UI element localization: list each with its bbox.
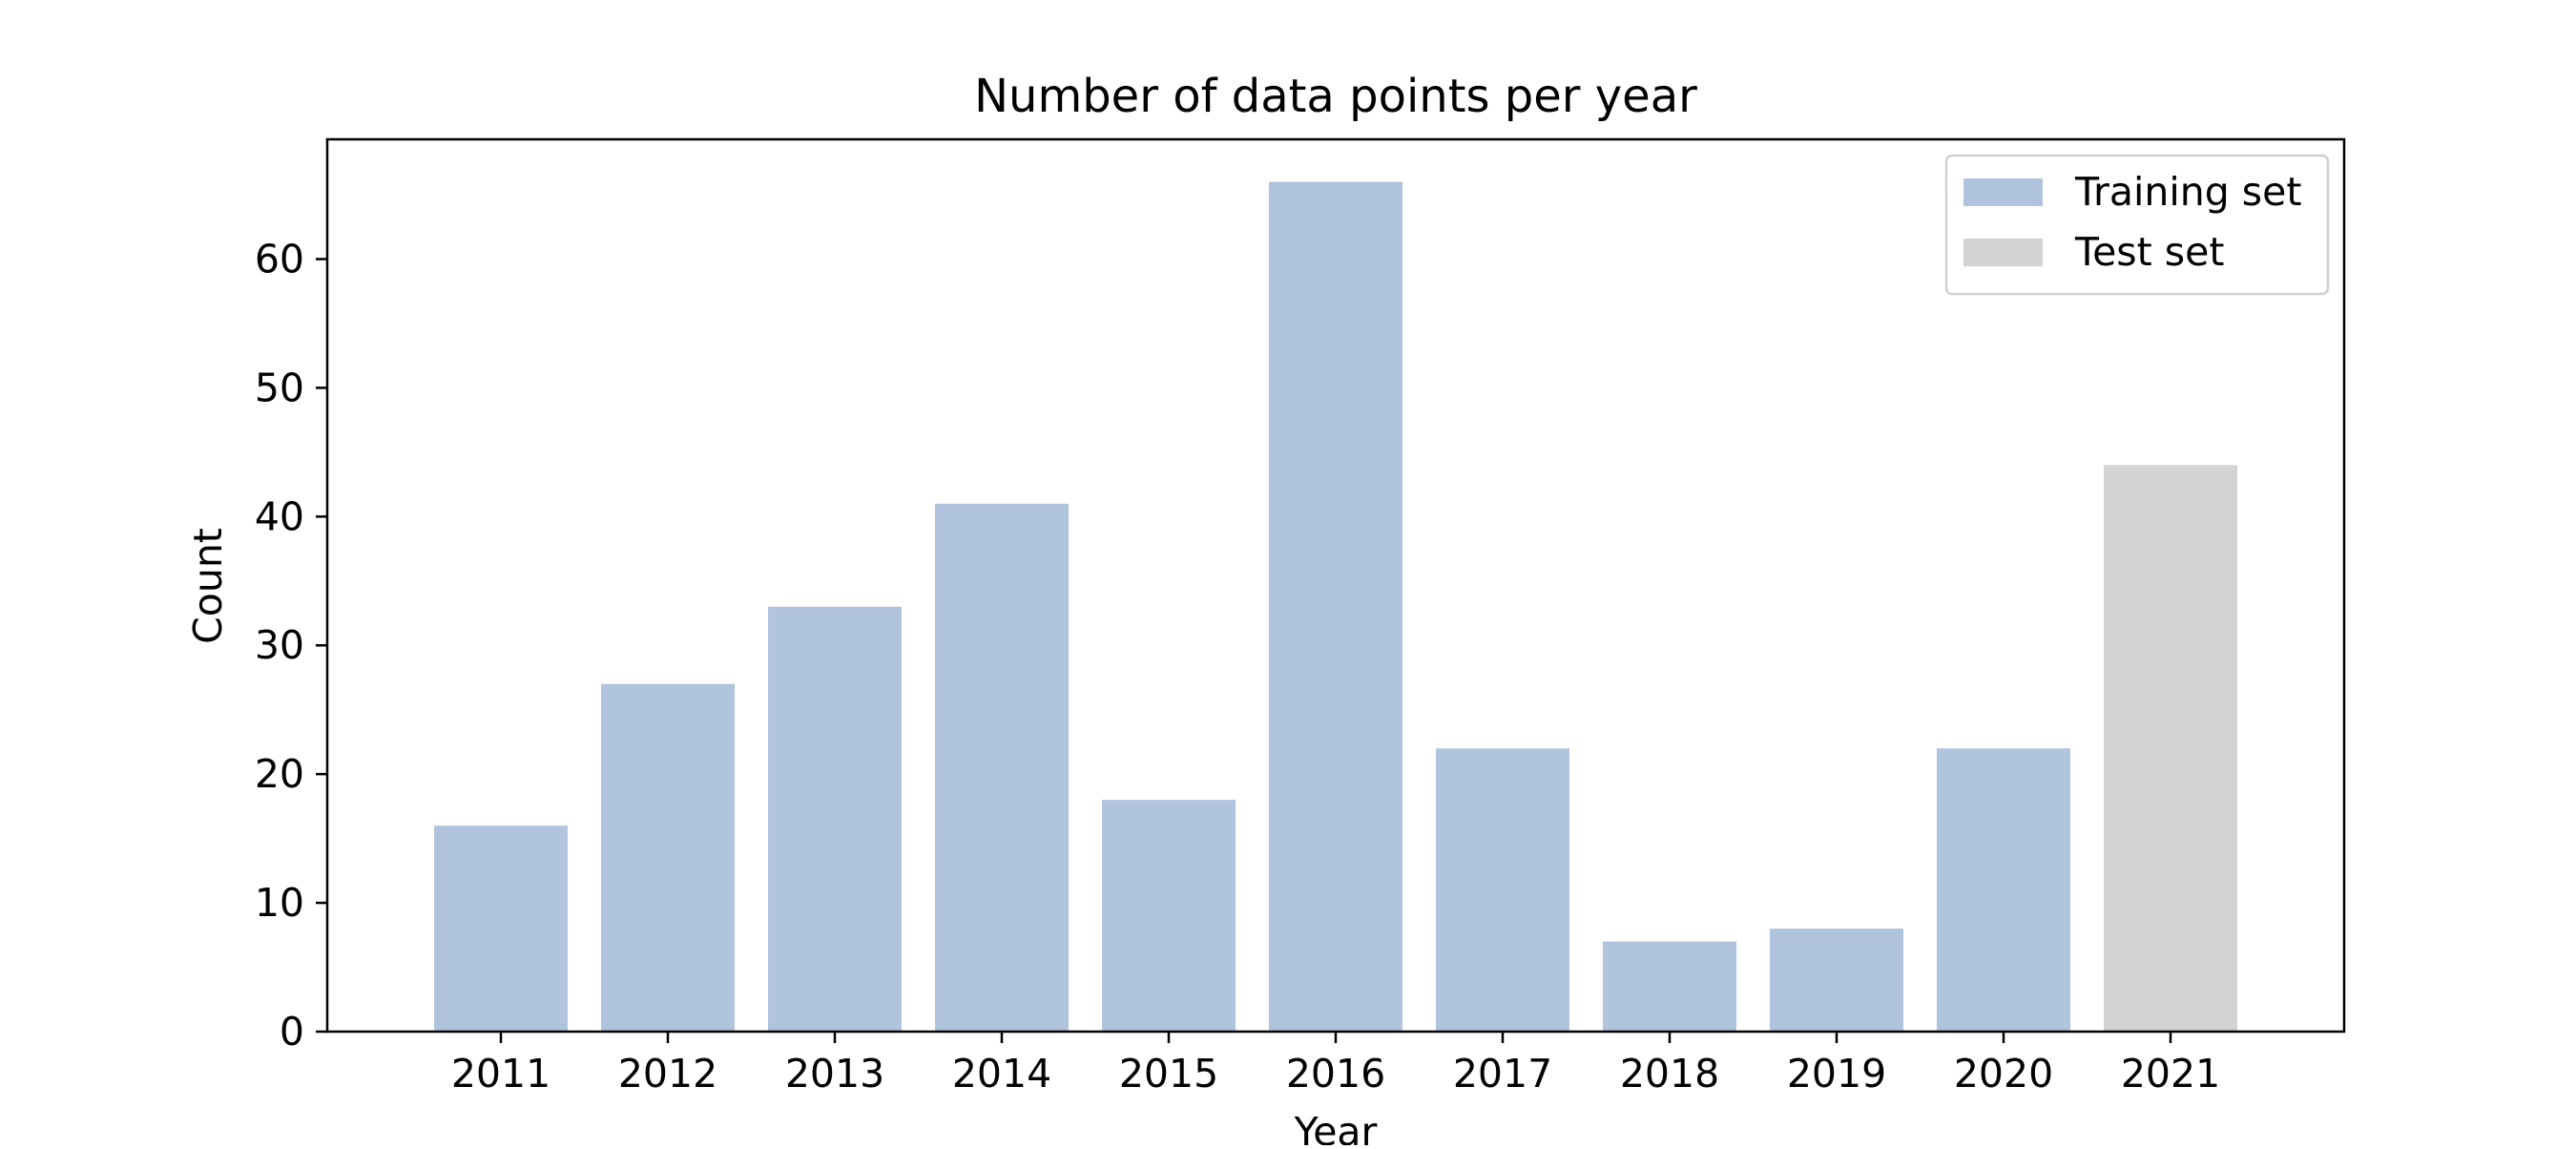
legend-swatch-test: [1963, 239, 2043, 266]
x-tick-label: 2012: [618, 1051, 717, 1097]
y-tick-label: 50: [255, 365, 304, 410]
x-axis: 2011 2012 2013 2014 2015 2016 2017 2018 2019 2020…: [451, 1032, 2220, 1097]
x-tick-label: 2011: [451, 1051, 551, 1097]
x-tick-label: 2016: [1286, 1051, 1385, 1097]
bars-group: [434, 181, 2237, 1033]
bar-2018-training: [1603, 941, 1736, 1032]
y-axis-label: Count: [185, 528, 231, 644]
x-tick-label: 2018: [1620, 1051, 1719, 1097]
x-axis-label: Year: [1294, 1109, 1378, 1145]
x-tick-label: 2014: [952, 1051, 1051, 1097]
bar-2021-test: [2104, 465, 2237, 1033]
bar-2017-training: [1436, 748, 1569, 1032]
y-tick-label: 10: [255, 880, 304, 926]
x-tick-label: 2019: [1787, 1051, 1886, 1097]
y-tick-label: 30: [255, 622, 304, 668]
bar-2019-training: [1770, 929, 1903, 1032]
y-tick-label: 20: [255, 751, 304, 797]
y-tick-label: 0: [280, 1009, 304, 1055]
bar-2013-training: [768, 606, 902, 1032]
x-tick-label: 2021: [2121, 1051, 2220, 1097]
x-tick-label: 2013: [785, 1051, 884, 1097]
chart-title: Number of data points per year: [974, 70, 1697, 123]
bar-2015-training: [1102, 800, 1236, 1032]
bar-2011-training: [434, 825, 568, 1032]
y-axis: 0 10 20 30 40 50 60: [255, 236, 327, 1055]
bar-2012-training: [601, 683, 735, 1032]
y-tick-label: 40: [255, 493, 304, 539]
legend-label-training: Training set: [2074, 169, 2301, 215]
bar-2014-training: [935, 503, 1069, 1032]
y-tick-label: 60: [255, 236, 304, 282]
plot-area-frame: [325, 137, 2346, 1034]
x-tick-label: 2017: [1453, 1051, 1552, 1097]
legend-label-test: Test set: [2074, 229, 2224, 275]
legend: Training set Test set: [1944, 154, 2330, 296]
legend-swatch-training: [1963, 178, 2043, 206]
x-tick-label: 2015: [1119, 1051, 1218, 1097]
bar-2020-training: [1937, 748, 2070, 1032]
x-tick-label: 2020: [1954, 1051, 2053, 1097]
bar-2016-training: [1269, 181, 1402, 1032]
